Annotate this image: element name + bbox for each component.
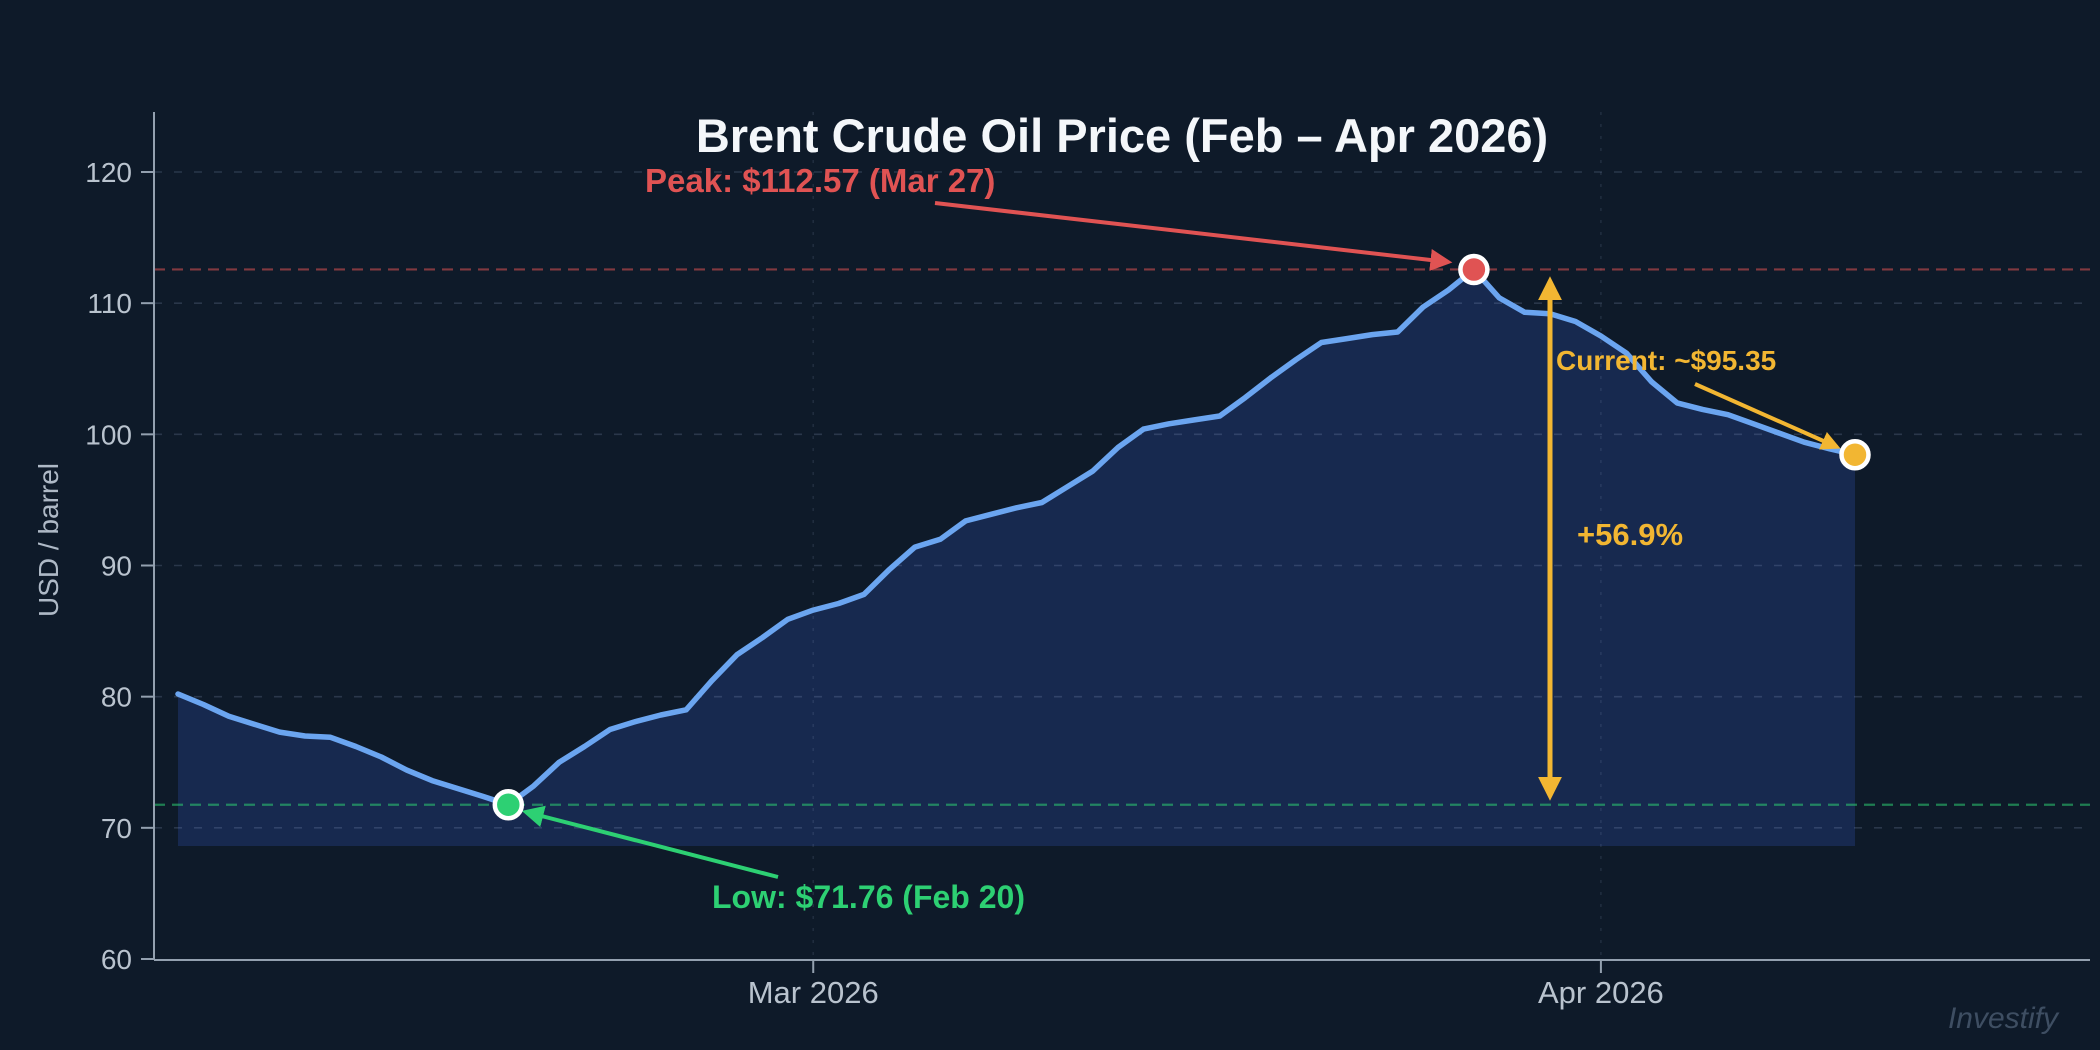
peak-annotation-label: Peak: $112.57 (Mar 27) <box>645 162 995 199</box>
peak-marker-dot <box>1458 253 1490 286</box>
watermark: Investify <box>1948 1002 2060 1035</box>
current-annotation-label: Current: ~$95.35 <box>1556 345 1776 376</box>
current-annotation-arrow <box>1694 382 1841 450</box>
chart-title: Brent Crude Oil Price (Feb – Apr 2026) <box>696 109 1548 162</box>
x-tick-label-apr: Apr 2026 <box>1538 975 1664 1010</box>
low-annotation-arrow <box>521 805 779 879</box>
low-annotation-label: Low: $71.76 (Feb 20) <box>712 879 1025 915</box>
y-tick-label-70: 70 <box>101 813 132 844</box>
price-line-layer <box>175 266 1858 808</box>
annotation-arrow-layer <box>521 201 1841 879</box>
marker-dot-layer <box>492 253 1871 821</box>
axes-layer: 120 110 100 90 80 70 60 Mar 2026 Apr 2026 <box>85 112 2090 1010</box>
percent-change-label: +56.9% <box>1577 517 1683 552</box>
x-tick-label-mar: Mar 2026 <box>748 975 879 1010</box>
area-fill-layer <box>178 269 1855 846</box>
y-tick-label-110: 110 <box>87 288 132 319</box>
y-axis-label: USD / barrel <box>33 463 64 617</box>
price-line <box>175 266 1858 808</box>
gridline-layer <box>154 112 2090 959</box>
y-tick-label-80: 80 <box>101 682 132 713</box>
low-marker-dot <box>492 788 525 821</box>
price-area-fill <box>178 269 1855 846</box>
y-tick-label-60: 60 <box>101 944 132 975</box>
current-marker-dot <box>1839 438 1871 471</box>
y-tick-label-100: 100 <box>85 419 132 450</box>
y-tick-label-90: 90 <box>101 551 132 582</box>
y-tick-label-120: 120 <box>85 157 132 188</box>
peak-annotation-arrow <box>934 201 1453 271</box>
